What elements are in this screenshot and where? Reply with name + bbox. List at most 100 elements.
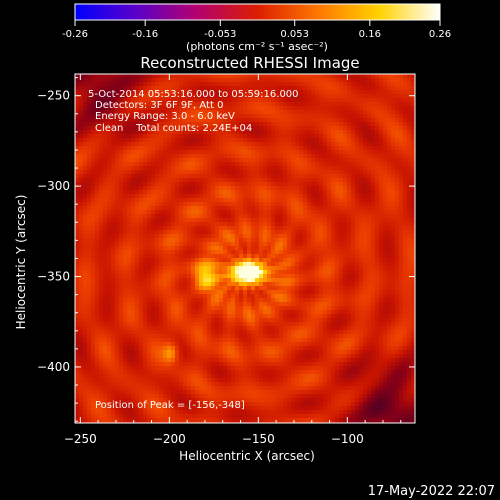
heatmap-cell bbox=[331, 102, 336, 107]
heatmap-cell bbox=[383, 270, 388, 275]
heatmap-cell bbox=[407, 114, 412, 119]
heatmap-cell bbox=[407, 278, 412, 283]
heatmap-cell bbox=[107, 206, 112, 211]
heatmap-cell bbox=[99, 302, 104, 307]
heatmap-cell bbox=[315, 246, 320, 251]
heatmap-cell bbox=[411, 82, 415, 87]
heatmap-cell bbox=[235, 234, 240, 239]
heatmap-cell bbox=[319, 246, 324, 251]
heatmap-cell bbox=[311, 158, 316, 163]
heatmap-cell bbox=[103, 130, 108, 135]
heatmap-cell bbox=[375, 74, 380, 79]
heatmap-cell bbox=[371, 194, 376, 199]
heatmap-cell bbox=[163, 82, 168, 87]
heatmap-cell bbox=[123, 298, 128, 303]
heatmap-cell bbox=[399, 170, 404, 175]
heatmap-cell bbox=[367, 274, 372, 279]
heatmap-cell bbox=[335, 114, 340, 119]
heatmap-cell bbox=[203, 154, 208, 159]
heatmap-cell bbox=[367, 74, 372, 79]
heatmap-cell bbox=[251, 254, 256, 259]
heatmap-cell bbox=[115, 118, 120, 123]
heatmap-cell bbox=[159, 154, 164, 159]
heatmap-cell bbox=[327, 226, 332, 231]
heatmap-cell bbox=[335, 266, 340, 271]
heatmap-cell bbox=[135, 226, 140, 231]
heatmap-cell bbox=[91, 242, 96, 247]
heatmap-cell bbox=[367, 286, 372, 291]
heatmap-cell bbox=[355, 206, 360, 211]
heatmap-cell bbox=[303, 90, 308, 95]
heatmap-cell bbox=[259, 118, 264, 123]
heatmap-cell bbox=[263, 186, 268, 191]
heatmap-cell bbox=[87, 214, 92, 219]
heatmap-cell bbox=[99, 114, 104, 119]
heatmap-cell bbox=[355, 270, 360, 275]
heatmap-cell bbox=[411, 126, 415, 131]
heatmap-cell bbox=[195, 302, 200, 307]
heatmap-cell bbox=[339, 298, 344, 303]
heatmap-cell bbox=[79, 258, 84, 263]
heatmap-cell bbox=[311, 98, 316, 103]
heatmap-cell bbox=[243, 246, 248, 251]
heatmap-cell bbox=[147, 294, 152, 299]
heatmap-cell bbox=[115, 150, 120, 155]
heatmap-cell bbox=[103, 230, 108, 235]
heatmap-cell bbox=[251, 154, 256, 159]
heatmap-cell bbox=[399, 234, 404, 239]
heatmap-cell bbox=[179, 198, 184, 203]
heatmap-cell bbox=[263, 210, 268, 215]
heatmap-cell bbox=[131, 306, 136, 311]
heatmap-cell bbox=[87, 282, 92, 287]
heatmap-cell bbox=[195, 86, 200, 91]
heatmap-cell bbox=[263, 242, 268, 247]
heatmap-cell bbox=[135, 210, 140, 215]
heatmap-cell bbox=[227, 142, 232, 147]
heatmap-cell bbox=[95, 266, 100, 271]
heatmap-cell bbox=[251, 182, 256, 187]
heatmap-cell bbox=[179, 162, 184, 167]
heatmap-cell bbox=[243, 74, 248, 79]
heatmap-cell bbox=[307, 102, 312, 107]
heatmap-cell bbox=[331, 162, 336, 167]
heatmap-cell bbox=[275, 114, 280, 119]
heatmap-cell bbox=[211, 282, 216, 287]
heatmap-cell bbox=[267, 214, 272, 219]
heatmap-cell bbox=[127, 174, 132, 179]
heatmap-cell bbox=[399, 214, 404, 219]
heatmap-cell bbox=[259, 130, 264, 135]
heatmap-cell bbox=[407, 122, 412, 127]
heatmap-cell bbox=[259, 254, 264, 259]
heatmap-cell bbox=[371, 182, 376, 187]
heatmap-cell bbox=[199, 158, 204, 163]
heatmap-cell bbox=[379, 170, 384, 175]
heatmap-cell bbox=[95, 274, 100, 279]
heatmap-cell bbox=[187, 90, 192, 95]
heatmap-cell bbox=[143, 294, 148, 299]
heatmap-cell bbox=[359, 142, 364, 147]
heatmap-cell bbox=[163, 286, 168, 291]
heatmap-cell bbox=[243, 90, 248, 95]
heatmap-cell bbox=[371, 102, 376, 107]
heatmap-cell bbox=[259, 250, 264, 255]
heatmap-cell bbox=[287, 278, 292, 283]
heatmap-cell bbox=[387, 242, 392, 247]
heatmap-cell bbox=[83, 178, 88, 183]
heatmap-cell bbox=[119, 298, 124, 303]
heatmap-cell bbox=[383, 186, 388, 191]
heatmap-cell bbox=[231, 282, 236, 287]
heatmap-cell bbox=[343, 130, 348, 135]
heatmap-cell bbox=[139, 262, 144, 267]
heatmap-cell bbox=[315, 170, 320, 175]
heatmap-cell bbox=[227, 170, 232, 175]
heatmap-cell bbox=[383, 206, 388, 211]
heatmap-cell bbox=[263, 234, 268, 239]
heatmap-cell bbox=[75, 262, 80, 267]
heatmap-cell bbox=[167, 106, 172, 111]
heatmap-cell bbox=[231, 254, 236, 259]
heatmap-cell bbox=[195, 130, 200, 135]
heatmap-cell bbox=[363, 122, 368, 127]
heatmap-cell bbox=[295, 142, 300, 147]
heatmap-cell bbox=[391, 206, 396, 211]
heatmap-cell bbox=[323, 218, 328, 223]
